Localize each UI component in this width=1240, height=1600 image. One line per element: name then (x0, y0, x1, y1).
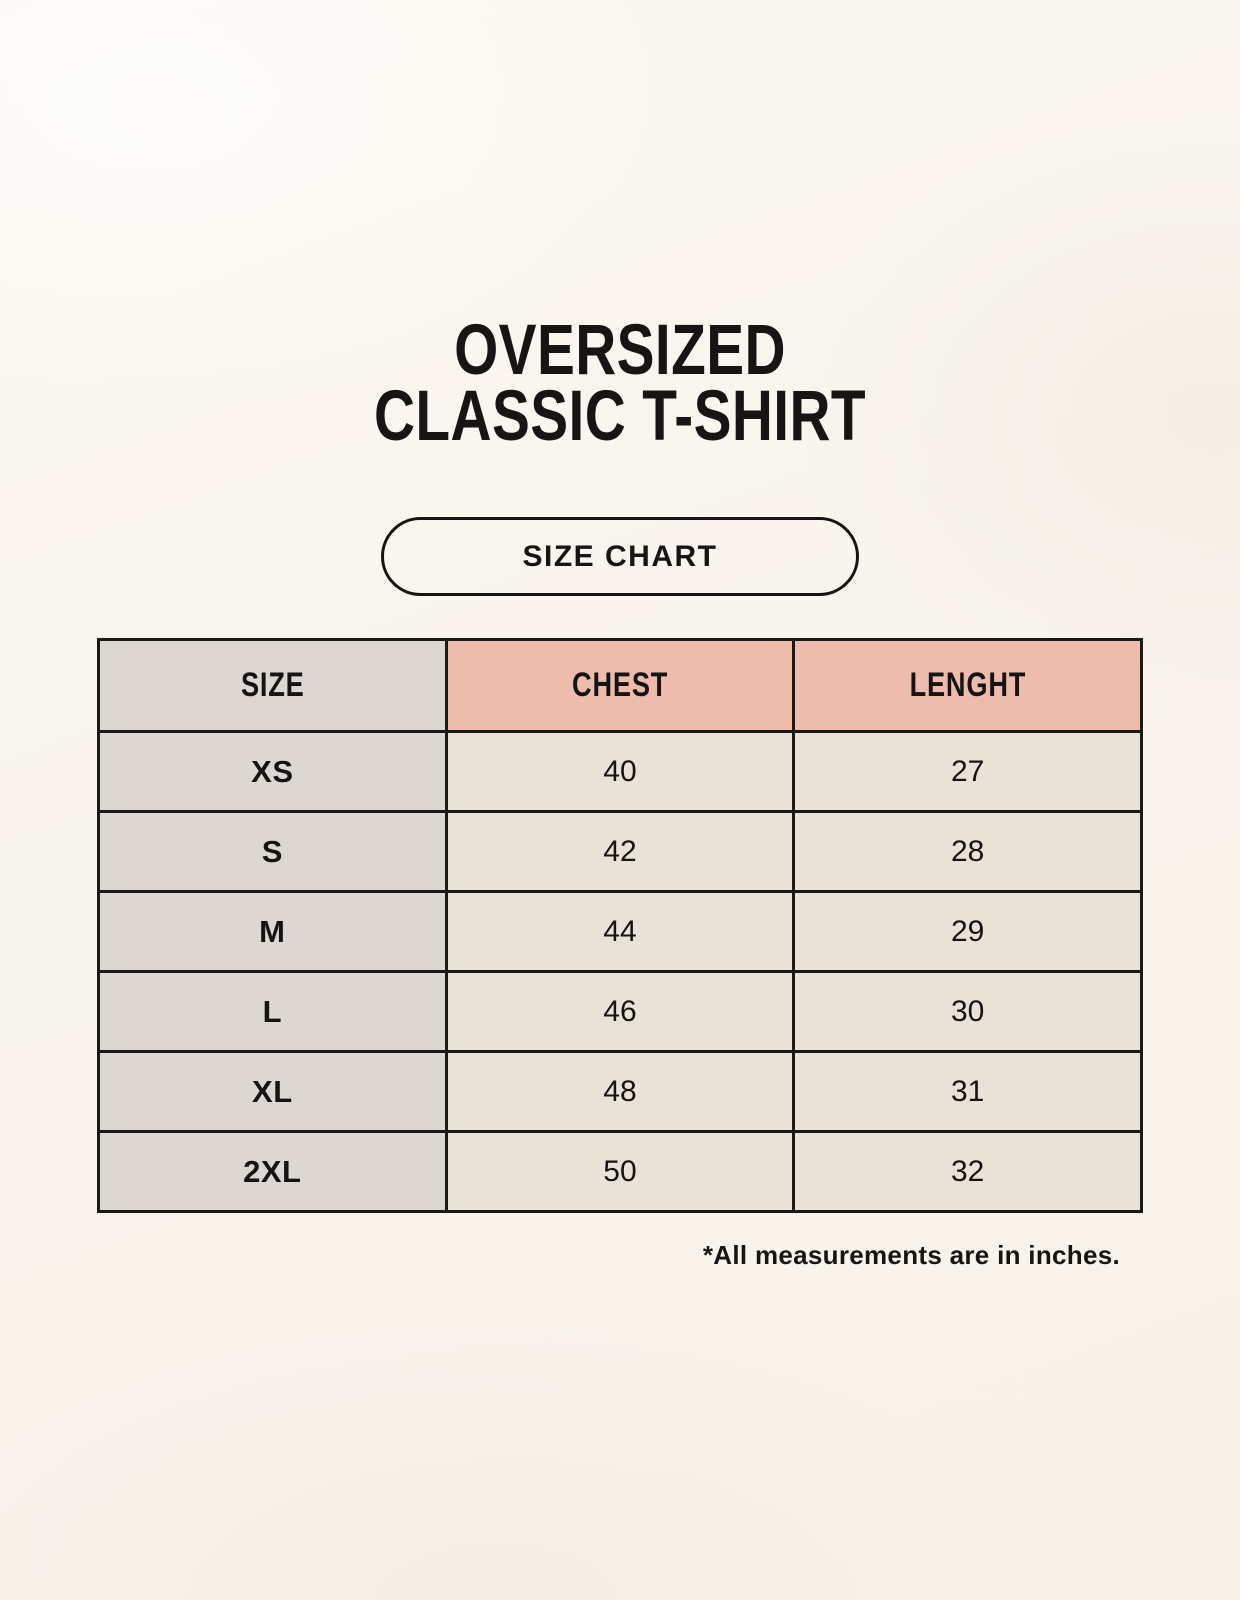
page-title-line-1: OVERSIZED (454, 311, 786, 390)
length-cell: 30 (792, 970, 1143, 1053)
length-cell: 31 (792, 1050, 1143, 1133)
length-cell: 29 (792, 890, 1143, 973)
header-label-size: SIZE (240, 666, 305, 704)
size-cell: XS (97, 730, 448, 813)
size-cell: 2XL (97, 1130, 448, 1213)
chest-cell: 48 (444, 1050, 796, 1133)
length-cell: 32 (792, 1130, 1143, 1213)
chest-cell: 44 (444, 890, 796, 973)
size-chart-button[interactable]: SIZE CHART (381, 517, 859, 596)
header-cell-length: LENGHT (792, 638, 1143, 733)
chest-cell: 42 (444, 810, 796, 893)
size-cell: L (97, 970, 448, 1053)
table-row-2xl: 2XL 50 32 (97, 1130, 1143, 1213)
chest-cell: 40 (444, 730, 796, 813)
table-row-l: L 46 30 (97, 970, 1143, 1053)
header-cell-chest: CHEST (444, 638, 796, 733)
table-row-s: S 42 28 (97, 810, 1143, 893)
size-cell: M (97, 890, 448, 973)
page-title: OVERSIZED CLASSIC T-SHIRT (0, 311, 1240, 456)
header-label-length: LENGHT (909, 666, 1026, 704)
length-cell: 27 (792, 730, 1143, 813)
measurements-footnote: *All measurements are in inches. (702, 1240, 1120, 1270)
size-cell: S (97, 810, 448, 893)
table-row-xs: XS 40 27 (97, 730, 1143, 813)
size-cell: XL (97, 1050, 448, 1133)
size-table: SIZE CHEST LENGHT XS 40 27 S 42 28 (97, 638, 1143, 1213)
table-row-m: M 44 29 (97, 890, 1143, 973)
size-chart-button-label: SIZE CHART (522, 539, 718, 573)
page-title-line-2: CLASSIC T-SHIRT (374, 377, 866, 456)
table-row-xl: XL 48 31 (97, 1050, 1143, 1133)
chest-cell: 46 (444, 970, 796, 1053)
header-label-chest: CHEST (571, 666, 669, 704)
header-cell-size: SIZE (97, 638, 448, 733)
length-cell: 28 (792, 810, 1143, 893)
chest-cell: 50 (444, 1130, 796, 1213)
table-header-row: SIZE CHEST LENGHT (97, 638, 1143, 733)
